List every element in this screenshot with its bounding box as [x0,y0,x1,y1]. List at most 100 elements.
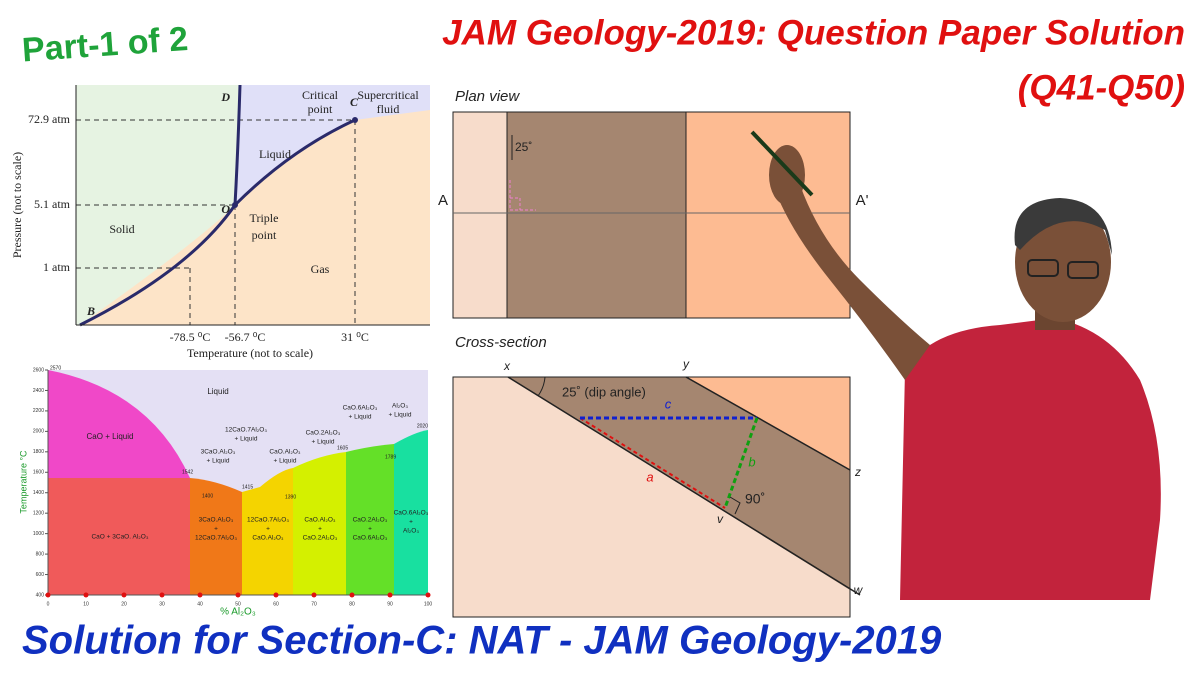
y-tick-label: 600 [36,572,45,578]
point-label: D [220,90,230,104]
liquid-region [235,85,430,205]
critical-point [352,117,358,123]
solid-label: CaO.Al₂O₃ [304,517,336,524]
temp-label: 1542 [182,469,193,475]
contact [507,376,861,596]
pressure-label: 72.9 atm [28,112,71,126]
liquidus-label: CaO.Al₂O₃ [269,449,301,456]
region-label: Gas [311,262,330,276]
segment-label: b [748,454,755,469]
plan-view: Plan view 25˚ A A' [438,88,869,319]
y-tick-label: 1400 [33,490,44,496]
liquidus-label: CaO.6Al₂O₃ [343,405,378,412]
solid-label: CaO.2Al₂O₃ [303,535,338,542]
x-tick-label: 50 [235,601,241,607]
x-tick [45,592,51,598]
presenter [750,130,1161,600]
footer: Solution for Section-C: NAT - JAM Geolog… [22,619,942,663]
y-axis-label: Pressure (not to scale) [10,152,24,258]
solid-label: + [214,526,218,533]
x-tick [273,592,279,598]
panel-title: Plan view [455,88,520,105]
angle-label: 90˚ [745,491,765,507]
phase-boundary [79,84,356,327]
x-tick-label: 0 [47,601,50,607]
cao-diagram: Liquid CaO + Liquid Temperature °C % Al₂… [18,365,432,617]
note: point [252,228,277,242]
point-label: z [854,465,861,479]
liquidus-label: 3CaO.Al₂O₃ [201,449,236,456]
temp-label: 1605 [337,445,348,451]
point-label: O [221,202,230,216]
point-label: A [438,192,448,209]
point-label: A' [856,192,869,209]
x-axis-label: % Al₂O₃ [220,607,256,618]
contact [685,376,851,471]
x-tick [425,592,431,598]
x-tick-label: 10 [83,601,89,607]
y-tick-label: 1800 [33,449,44,455]
pressure-label: 1 atm [43,260,71,274]
supercritical-region [355,85,430,120]
region [293,452,346,595]
pen [750,130,814,197]
solid-label: + [409,519,413,526]
hair [1014,198,1112,255]
triple-point [232,202,238,208]
note: Supercritical [357,88,419,102]
cross-section: Cross-section 25˚ (dip angle) 90˚ x y z … [452,334,864,618]
liquidus-label: 12CaO.7Al₂O₃ [225,427,267,434]
solid-label: CaO.Al₂O₃ [252,535,284,542]
solid-label: CaO.6Al₂O₃ [353,535,388,542]
region [242,468,293,595]
liquidus-label: + Liquid [312,439,335,446]
x-tick [311,592,317,598]
x-tick-label: 90 [387,601,393,607]
arm [775,185,930,380]
x-tick-label: 30 [159,601,165,607]
glasses [1027,259,1059,277]
solid-label: CaO + 3CaO. Al₂O₃ [91,534,148,541]
dip-label: 25˚ (dip angle) [562,384,646,399]
temp-label: 2570 [50,365,61,371]
solid-label: + [368,526,372,533]
angle-label: 25˚ [515,140,532,154]
phase-diagram: 72.9 atm 5.1 atm 1 atm -78.5 ⁰C -56.7 ⁰C… [10,84,430,360]
solid-label: CaO.6Al₂O₃ [394,510,429,517]
x-tick-label: 70 [311,601,317,607]
solid-label: + [318,526,322,533]
y-tick-label: 2000 [33,429,44,435]
cao-liquid-region [48,370,190,478]
liquidus-label: + Liquid [349,414,372,421]
x-tick-label: 80 [349,601,355,607]
x-tick [83,592,89,598]
right-angle [509,180,536,211]
questions: (Q41-Q50) [1018,68,1185,107]
y-tick-label: 1600 [33,470,44,476]
right-angle [729,496,741,515]
x-tick [159,592,165,598]
temp-label: -78.5 ⁰C [170,330,211,344]
solid-label: + [266,526,270,533]
y-axis-label: Temperature °C [18,450,28,514]
x-tick-label: 60 [273,601,279,607]
note: Critical [302,88,339,102]
liquidus-label: Al₂O₃ [392,403,408,410]
part-label: Part-1 of 2 [21,20,190,70]
temp-label: 1415 [242,484,253,490]
x-tick-label: 40 [197,601,203,607]
x-axis-label: Temperature (not to scale) [187,346,313,360]
region [394,430,428,595]
shirt [900,318,1161,600]
y-tick-label: 1200 [33,511,44,517]
y-tick-label: 2400 [33,388,44,394]
panel-title: Cross-section [455,334,547,351]
title: JAM Geology-2019: Question Paper Solutio… [442,13,1185,52]
segment-label: a [646,469,653,484]
layer [507,112,686,318]
region [346,444,394,595]
angle-arc [537,376,546,397]
liquidus-label: CaO.2Al₂O₃ [306,430,341,437]
pressure-label: 5.1 atm [34,197,71,211]
